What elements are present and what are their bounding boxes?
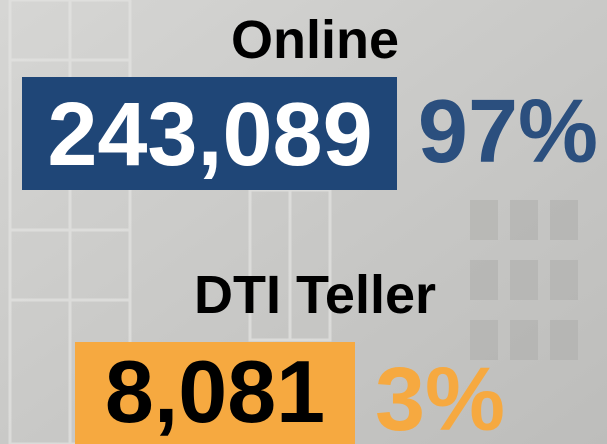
item-percent: 97%	[418, 82, 598, 182]
item-count: 243,089	[47, 85, 372, 185]
item-percent: 3%	[375, 350, 505, 444]
count-box	[75, 342, 355, 444]
item-label: DTI Teller	[194, 265, 436, 325]
item-count: 8,081	[105, 342, 325, 441]
window-texture	[470, 200, 578, 360]
count-box	[22, 77, 397, 190]
item-label: Online	[231, 10, 399, 70]
